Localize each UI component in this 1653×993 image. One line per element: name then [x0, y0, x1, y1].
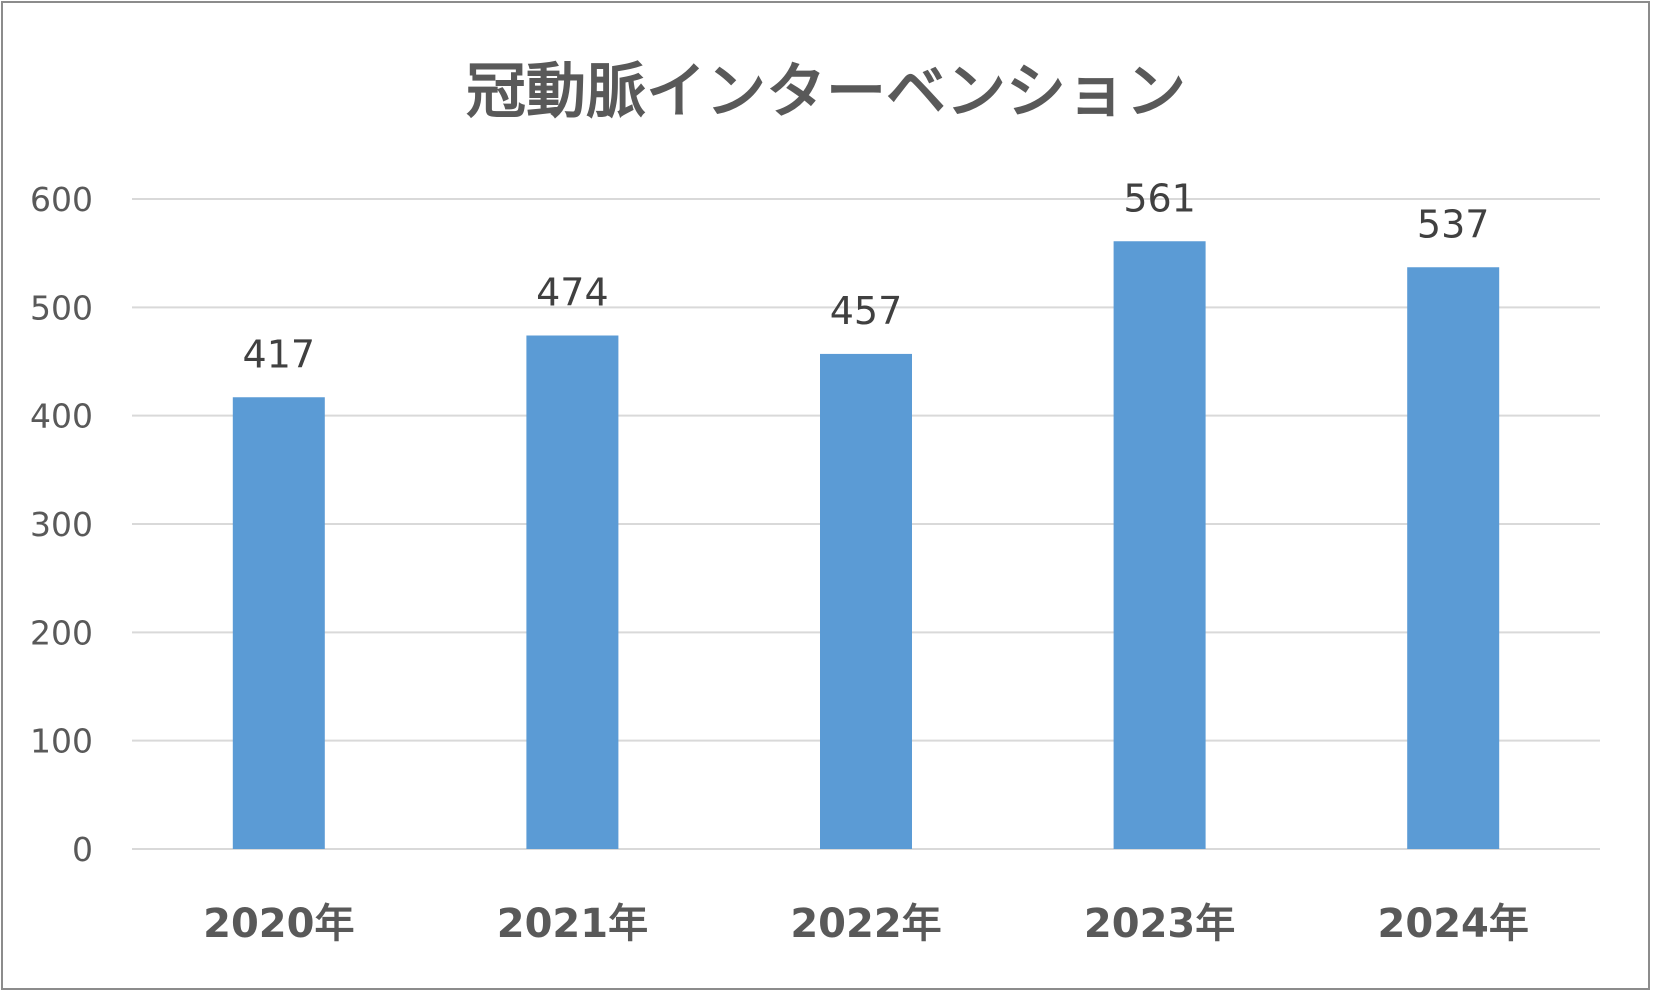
x-axis: 2020年 2021年 2022年 2023年 2024年 — [203, 901, 1529, 947]
data-label: 417 — [243, 332, 316, 376]
chart-title: 冠動脈インターベンション — [466, 57, 1186, 127]
data-label: 561 — [1123, 176, 1196, 220]
data-labels: 417 474 457 561 537 — [243, 176, 1490, 376]
x-tick-label: 2024年 — [1378, 901, 1529, 947]
data-label: 474 — [536, 271, 609, 315]
x-tick-label: 2020年 — [203, 901, 354, 947]
y-axis: 0 100 200 300 400 500 600 — [30, 180, 93, 869]
y-tick-label: 600 — [30, 180, 93, 219]
data-label: 537 — [1417, 202, 1490, 246]
bar — [232, 397, 325, 849]
data-label: 457 — [830, 289, 903, 333]
bar — [1113, 241, 1206, 849]
x-tick-label: 2021年 — [497, 901, 648, 947]
y-tick-label: 100 — [30, 722, 93, 761]
y-tick-label: 400 — [30, 397, 93, 436]
bar — [820, 353, 912, 849]
x-tick-label: 2022年 — [790, 901, 941, 947]
y-tick-label: 500 — [30, 288, 93, 327]
y-tick-label: 0 — [72, 830, 93, 869]
bars — [232, 241, 1500, 849]
y-tick-label: 200 — [30, 613, 93, 652]
bar — [526, 335, 619, 849]
y-tick-label: 300 — [30, 505, 93, 544]
bar — [1407, 267, 1500, 849]
x-tick-label: 2023年 — [1084, 901, 1235, 947]
